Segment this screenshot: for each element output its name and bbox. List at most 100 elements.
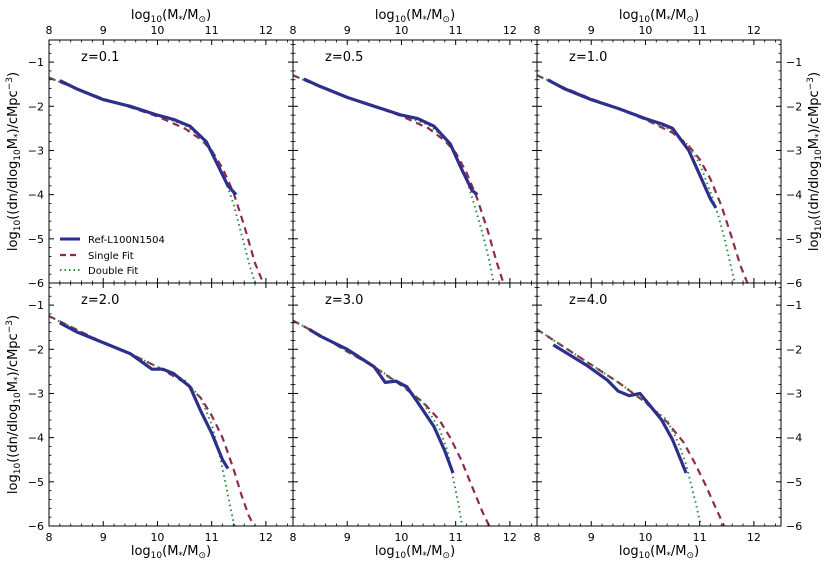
x-tick-label: 12 — [503, 531, 517, 544]
x-tick-label-top: 9 — [588, 24, 595, 37]
y-tick-label-right: −5 — [786, 233, 802, 246]
x-tick-label: 9 — [100, 531, 107, 544]
x-tick-label: 11 — [449, 531, 463, 544]
x-tick-label-top: 8 — [534, 24, 541, 37]
panel-frame — [536, 282, 782, 527]
x-tick-label-top: 8 — [290, 24, 297, 37]
panel-label: z=1.0 — [569, 50, 607, 65]
x-tick-label-top: 8 — [46, 24, 53, 37]
x-tick-label-top: 9 — [344, 24, 351, 37]
series-line-single — [49, 315, 255, 526]
panel-frame — [48, 39, 294, 284]
y-tick-label: −3 — [28, 387, 44, 400]
panel-label: z=3.0 — [325, 293, 363, 308]
panel-z-4-0: 8 9 10 11 12 −1 −2 −3 −4 −5 −6 z=4.0 — [534, 282, 802, 544]
series-line-double — [537, 74, 736, 283]
left-y-axis-label: log10((dn/dlog10M*)/cMpc−3) — [5, 72, 23, 251]
y-tick-label: −2 — [28, 343, 44, 356]
panel-frame — [292, 282, 538, 527]
x-tick-label: 8 — [290, 531, 297, 544]
series-line-ref — [547, 78, 718, 209]
y-tick-label: −2 — [28, 100, 44, 113]
x-tick-label-top: 11 — [205, 24, 219, 37]
top-x-axis-label: log10(M*/M⊙) — [619, 8, 699, 25]
y-tick-label: −1 — [28, 299, 44, 312]
x-tick-label: 11 — [693, 531, 707, 544]
x-tick-label-top: 10 — [638, 24, 652, 37]
series-line-ref — [59, 321, 230, 470]
panel-frame — [48, 282, 294, 527]
panel-z-3-0: 8 9 10 11 12 z=3.0 — [290, 282, 538, 544]
series-line-double — [293, 319, 464, 526]
x-tick-label: 12 — [259, 531, 273, 544]
y-tick-label-right: −1 — [786, 56, 802, 69]
panel-grid: 8 9 10 11 12 −1 −2 −3 −4 −5 −6 z=0.1 8 9 10 11 12 z=0.5 8 9… — [28, 24, 802, 544]
y-tick-label-right: −4 — [786, 432, 802, 445]
x-tick-label: 9 — [344, 531, 351, 544]
y-tick-label: −5 — [28, 476, 44, 489]
y-tick-label-right: −5 — [786, 476, 802, 489]
series-line-single — [537, 328, 726, 526]
y-tick-label: −1 — [28, 56, 44, 69]
panel-frame — [536, 39, 782, 284]
x-tick-label: 10 — [638, 531, 652, 544]
series-line-single — [49, 76, 265, 283]
panel-z-1-0: 8 9 10 11 12 −1 −2 −3 −4 −5 −6 z=1.0 — [534, 24, 803, 290]
x-tick-label-top: 10 — [394, 24, 408, 37]
x-tick-label: 8 — [46, 531, 53, 544]
panel-label: z=0.5 — [325, 50, 363, 65]
series-line-ref — [59, 79, 238, 196]
x-tick-label-top: 9 — [100, 24, 107, 37]
bottom-x-axis-label: log10(M*/M⊙) — [619, 544, 699, 561]
series-line-single — [537, 74, 749, 283]
left-y-axis-label: log10((dn/dlog10M*)/cMpc−3) — [5, 315, 23, 494]
y-tick-label-right: −3 — [786, 387, 802, 400]
x-tick-label: 11 — [205, 531, 219, 544]
y-tick-label: −5 — [28, 233, 44, 246]
x-tick-label: 12 — [747, 531, 761, 544]
top-x-axis-label: log10(M*/M⊙) — [375, 8, 455, 25]
x-tick-label-top: 11 — [693, 24, 707, 37]
x-tick-label-top: 11 — [449, 24, 463, 37]
y-tick-label-right: −4 — [786, 189, 802, 202]
y-tick-label: −6 — [28, 520, 44, 533]
y-tick-label: −4 — [28, 189, 44, 202]
series-line-double — [293, 74, 495, 283]
series-line-single — [293, 74, 505, 283]
y-tick-label-right: −3 — [786, 144, 802, 157]
legend-label-double: Double Fit — [88, 266, 138, 277]
series-line-single — [293, 319, 491, 526]
legend-label-ref: Ref-L100N1504 — [88, 235, 165, 246]
right-y-axis-label: log10((dn/dlog10M*)/cMpc−3) — [806, 72, 824, 251]
panel-z-2-0: 8 9 10 11 12 −1 −2 −3 −4 −5 −6 z=2.0 — [28, 282, 294, 544]
y-tick-label-right: −2 — [786, 100, 802, 113]
panel-label: z=4.0 — [569, 293, 607, 308]
y-tick-label-right: −1 — [786, 299, 802, 312]
panel-z-0-1: 8 9 10 11 12 −1 −2 −3 −4 −5 −6 z=0.1 — [28, 24, 294, 290]
y-tick-label: −6 — [28, 277, 44, 290]
series-line-ref — [552, 343, 688, 474]
x-tick-label-top: 12 — [259, 24, 273, 37]
y-tick-label: −4 — [28, 432, 44, 445]
series-line-double — [537, 328, 702, 526]
legend-label-single: Single Fit — [88, 251, 134, 262]
x-tick-label: 10 — [150, 531, 164, 544]
panel-label: z=0.1 — [81, 50, 119, 65]
x-tick-label: 9 — [588, 531, 595, 544]
x-tick-label-top: 12 — [503, 24, 517, 37]
top-x-axis-label: log10(M*/M⊙) — [131, 8, 211, 25]
y-tick-label-right: −6 — [786, 520, 802, 533]
x-tick-label-top: 10 — [150, 24, 164, 37]
series-line-ref — [308, 328, 455, 474]
bottom-x-axis-label: log10(M*/M⊙) — [131, 544, 211, 561]
legend: Ref-L100N1504 Single Fit Double Fit — [60, 235, 165, 277]
x-tick-label: 10 — [394, 531, 408, 544]
panel-label: z=2.0 — [81, 293, 119, 308]
y-tick-label-right: −2 — [786, 343, 802, 356]
bottom-x-axis-label: log10(M*/M⊙) — [375, 544, 455, 561]
y-tick-label-right: −6 — [786, 277, 802, 290]
x-tick-label: 8 — [534, 531, 541, 544]
y-tick-label: −3 — [28, 144, 44, 157]
panel-frame — [292, 39, 538, 284]
